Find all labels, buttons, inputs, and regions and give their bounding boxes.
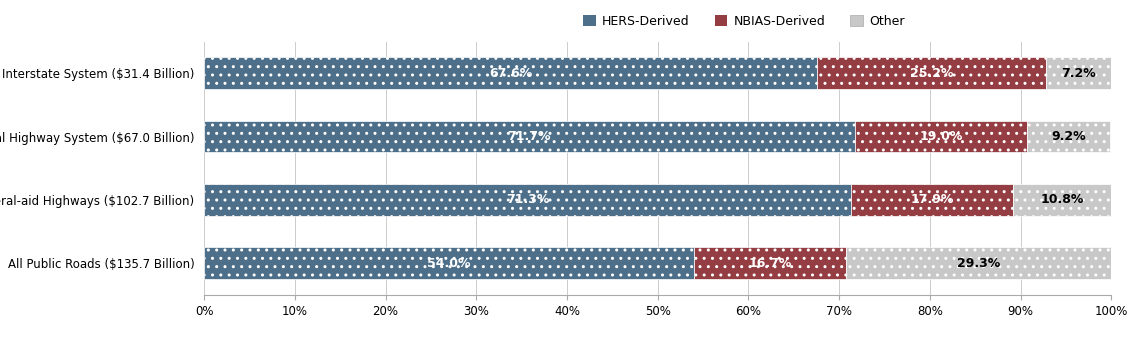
Text: 7.2%: 7.2%: [1061, 67, 1097, 80]
Text: 54.0%: 54.0%: [428, 257, 471, 270]
Text: 29.3%: 29.3%: [957, 257, 1000, 270]
Bar: [855, 121, 1027, 152]
Text: 17.9%: 17.9%: [911, 194, 954, 206]
Bar: [846, 247, 1111, 279]
Bar: [204, 121, 855, 152]
Legend: HERS-Derived, NBIAS-Derived, Other: HERS-Derived, NBIAS-Derived, Other: [583, 15, 905, 28]
Text: 71.3%: 71.3%: [506, 194, 549, 206]
Text: 67.6%: 67.6%: [489, 67, 532, 80]
Bar: [694, 247, 846, 279]
Bar: [204, 247, 694, 279]
Bar: [850, 184, 1014, 216]
Bar: [1027, 121, 1110, 152]
Text: 10.8%: 10.8%: [1041, 194, 1084, 206]
Text: 71.7%: 71.7%: [508, 130, 551, 143]
Bar: [818, 58, 1046, 89]
Bar: [204, 184, 851, 216]
Text: 19.0%: 19.0%: [919, 130, 963, 143]
Text: 9.2%: 9.2%: [1051, 130, 1086, 143]
Bar: [1046, 58, 1111, 89]
Text: 16.7%: 16.7%: [748, 257, 792, 270]
Bar: [1014, 184, 1111, 216]
Bar: [204, 58, 818, 89]
Text: 25.2%: 25.2%: [909, 67, 954, 80]
